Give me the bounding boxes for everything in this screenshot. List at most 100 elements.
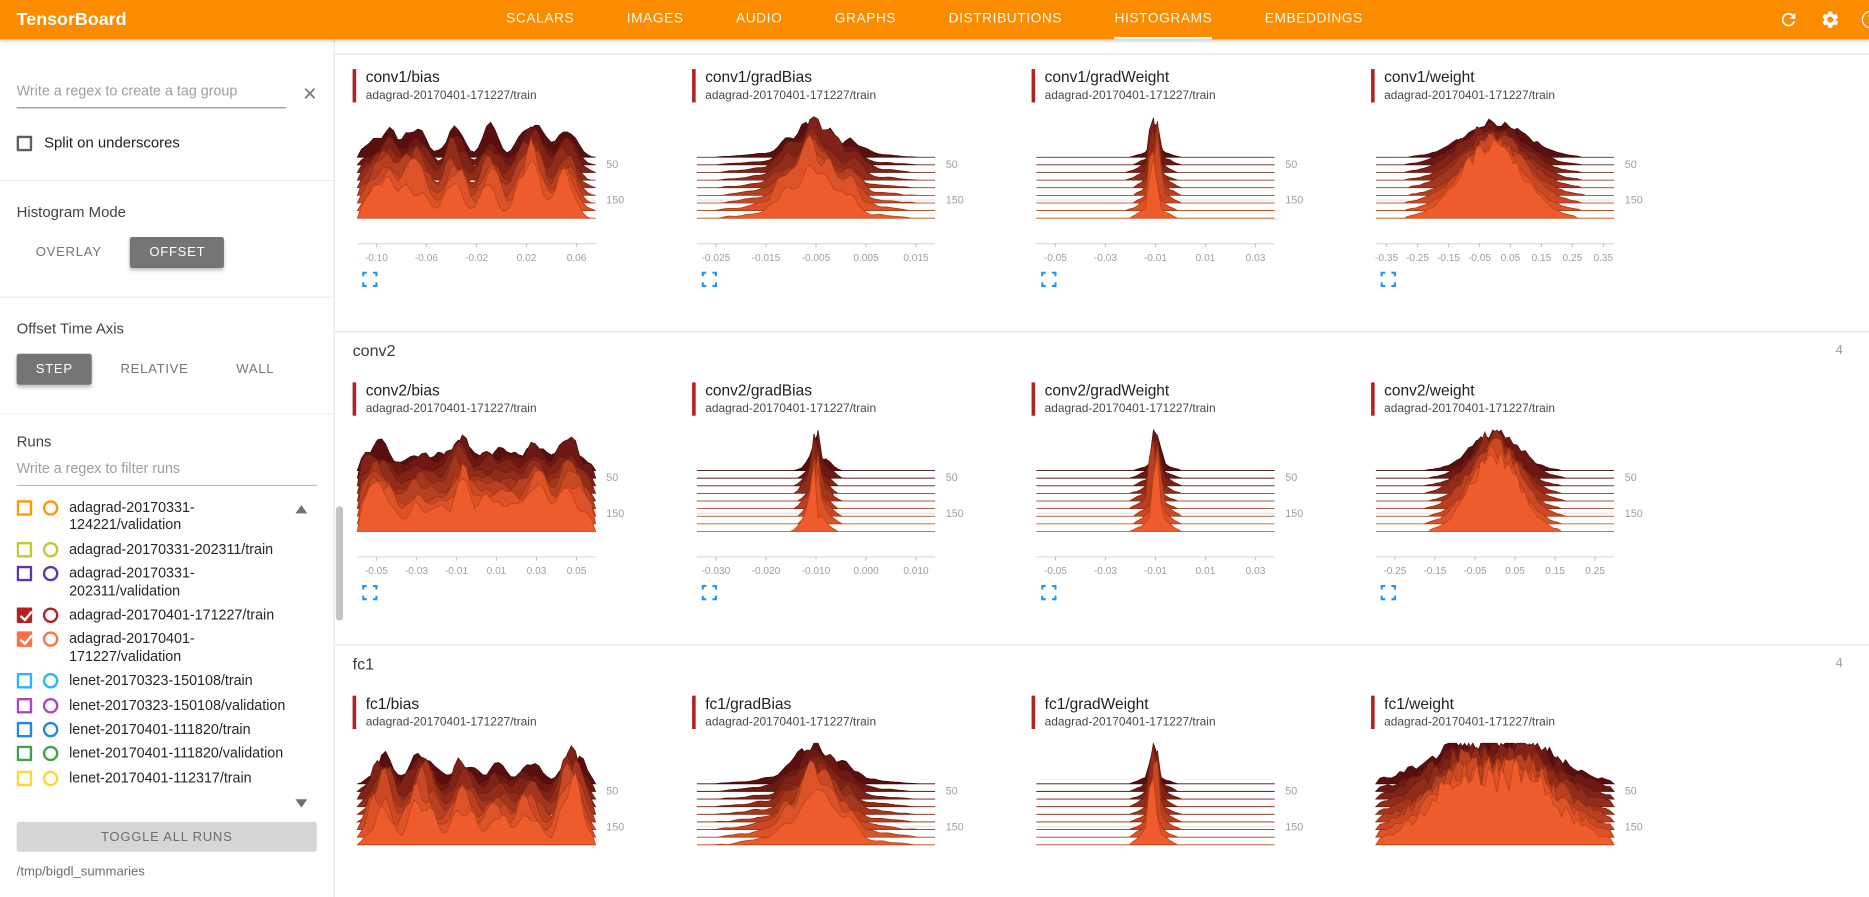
- histogram-mode-label: Histogram Mode: [16, 203, 126, 221]
- offset-time-axis-buttons: STEP RELATIVE WALL: [16, 353, 317, 385]
- run-color-circle[interactable]: [42, 607, 59, 623]
- run-color-circle[interactable]: [42, 673, 59, 689]
- run-color-circle[interactable]: [42, 770, 59, 786]
- app-title: TensorBoard: [16, 9, 127, 30]
- expand-icon[interactable]: [362, 271, 378, 288]
- refresh-icon[interactable]: [1778, 10, 1798, 30]
- run-row[interactable]: adagrad-20170331-202311/validation: [16, 561, 317, 602]
- run-checkbox[interactable]: [16, 631, 33, 648]
- run-color-circle[interactable]: [42, 500, 59, 516]
- category-header[interactable]: conv2 4: [335, 332, 1869, 368]
- run-checkbox[interactable]: [16, 697, 33, 713]
- card-head: conv1/gradBias adagrad-20170401-171227/tr…: [692, 68, 1016, 103]
- svg-text:-0.15: -0.15: [1437, 253, 1460, 264]
- svg-text:0.15: 0.15: [1545, 566, 1565, 577]
- sidebar: × Split on underscores Histogram Mode OV…: [0, 39, 335, 897]
- run-row[interactable]: lenet-20170323-150108/validation: [16, 693, 317, 717]
- run-color-circle[interactable]: [42, 541, 59, 558]
- run-checkbox[interactable]: [16, 500, 33, 516]
- svg-text:50: 50: [946, 472, 958, 484]
- svg-text:0.01: 0.01: [1196, 566, 1216, 577]
- category-section: conv2 4 conv2/bias adagrad-20170401-171227/…: [334, 331, 1869, 644]
- nav-tab-embeddings[interactable]: EMBEDDINGS: [1264, 11, 1363, 26]
- svg-text:0.03: 0.03: [527, 566, 547, 577]
- card-grid: conv1/bias adagrad-20170401-171227/train 5…: [335, 55, 1869, 331]
- nav-tab-scalars[interactable]: SCALARS: [506, 11, 575, 26]
- run-checkbox[interactable]: [16, 746, 33, 762]
- svg-text:150: 150: [606, 508, 624, 520]
- run-color-circle[interactable]: [42, 721, 59, 738]
- card-titles: conv1/gradWeight adagrad-20170401-171227/…: [1045, 68, 1216, 102]
- run-checkbox[interactable]: [16, 721, 33, 738]
- run-row[interactable]: adagrad-20170331-124221/validation: [16, 496, 317, 537]
- expand-icon[interactable]: [1380, 271, 1397, 288]
- run-row[interactable]: adagrad-20170401-171227/validation: [16, 627, 317, 668]
- svg-text:0.25: 0.25: [1585, 566, 1605, 577]
- nav-tab-images[interactable]: IMAGES: [626, 11, 684, 26]
- checkbox-icon[interactable]: [16, 135, 33, 151]
- run-checkbox[interactable]: [16, 770, 33, 786]
- category-title: fc1: [352, 654, 375, 673]
- expand-icon[interactable]: [701, 584, 718, 601]
- clear-regex-icon[interactable]: ×: [302, 81, 317, 108]
- split-underscores-row[interactable]: Split on underscores: [16, 135, 317, 151]
- offset-button[interactable]: OFFSET: [130, 237, 225, 269]
- run-color-circle[interactable]: [42, 631, 59, 648]
- category-header[interactable]: fc1 4: [335, 646, 1869, 682]
- nav-tab-graphs[interactable]: GRAPHS: [834, 11, 897, 26]
- nav-tab-histograms[interactable]: HISTOGRAMS: [1114, 0, 1213, 40]
- run-checkbox[interactable]: [16, 566, 33, 582]
- histogram-chart: 50 150 -0.05 -0.03 -0.01 0.01 0.03 0.05: [356, 434, 624, 577]
- histogram-mode-buttons: OVERLAY OFFSET: [17, 237, 317, 269]
- svg-text:-0.06: -0.06: [415, 253, 438, 264]
- svg-text:-0.10: -0.10: [365, 253, 388, 264]
- topbar-icons: ?: [1778, 0, 1869, 39]
- run-row[interactable]: adagrad-20170331-202311/train: [16, 537, 317, 561]
- run-checkbox[interactable]: [16, 607, 33, 623]
- svg-text:-0.01: -0.01: [1144, 566, 1167, 577]
- card-titles: fc1/gradWeight adagrad-20170401-171227/tr…: [1045, 695, 1216, 729]
- card-title: fc1/bias: [365, 694, 420, 713]
- category-count: 4: [1835, 656, 1843, 671]
- run-color-bar: [1371, 695, 1375, 730]
- step-button[interactable]: STEP: [16, 353, 92, 385]
- runs-filter-input[interactable]: [16, 459, 317, 487]
- run-row[interactable]: lenet-20170323-150108/train: [16, 668, 317, 692]
- run-checkbox[interactable]: [16, 673, 33, 689]
- overlay-button[interactable]: OVERLAY: [17, 237, 121, 268]
- expand-icon[interactable]: [362, 584, 378, 601]
- expand-icon[interactable]: [1041, 584, 1057, 601]
- scroll-down-icon[interactable]: [295, 799, 308, 808]
- tag-regex-input[interactable]: [16, 82, 286, 109]
- run-row[interactable]: lenet-20170401-112317/train: [16, 766, 317, 790]
- histogram-card: conv2/gradWeight adagrad-20170401-171227/…: [1031, 381, 1356, 601]
- svg-text:50: 50: [946, 786, 958, 798]
- expand-icon[interactable]: [701, 271, 718, 288]
- run-color-circle[interactable]: [42, 697, 59, 713]
- expand-icon[interactable]: [1041, 271, 1057, 288]
- nav-tab-audio[interactable]: AUDIO: [735, 11, 783, 26]
- card-titles: conv2/gradBias adagrad-20170401-171227/tr…: [705, 381, 876, 415]
- settings-icon[interactable]: [1820, 10, 1840, 30]
- svg-text:-0.03: -0.03: [1094, 253, 1117, 264]
- histogram-card: fc1/gradBias adagrad-20170401-171227/trai…: [692, 695, 1016, 897]
- card-title: conv2/gradWeight: [1044, 381, 1170, 400]
- run-label: adagrad-20170331-202311/validation: [69, 564, 195, 599]
- toggle-all-runs-button[interactable]: TOGGLE ALL RUNS: [16, 821, 317, 852]
- svg-text:0.000: 0.000: [853, 566, 879, 577]
- nav-tab-distributions[interactable]: DISTRIBUTIONS: [948, 11, 1063, 26]
- scroll-up-icon[interactable]: [295, 505, 308, 514]
- run-row[interactable]: lenet-20170401-111820/validation: [16, 741, 317, 765]
- expand-icon[interactable]: [1380, 584, 1397, 601]
- sidebar-scrollbar-thumb[interactable]: [335, 506, 344, 621]
- run-color-circle[interactable]: [42, 746, 59, 762]
- run-checkbox[interactable]: [16, 541, 33, 558]
- wall-button[interactable]: WALL: [217, 354, 293, 385]
- help-icon[interactable]: ?: [1861, 10, 1869, 29]
- run-color-bar: [1031, 69, 1036, 103]
- run-row[interactable]: lenet-20170401-111820/train: [16, 717, 317, 741]
- run-row[interactable]: adagrad-20170401-171227/train: [16, 603, 317, 627]
- relative-button[interactable]: RELATIVE: [101, 354, 207, 385]
- card-title: conv2/gradBias: [705, 381, 812, 400]
- run-color-circle[interactable]: [42, 566, 59, 582]
